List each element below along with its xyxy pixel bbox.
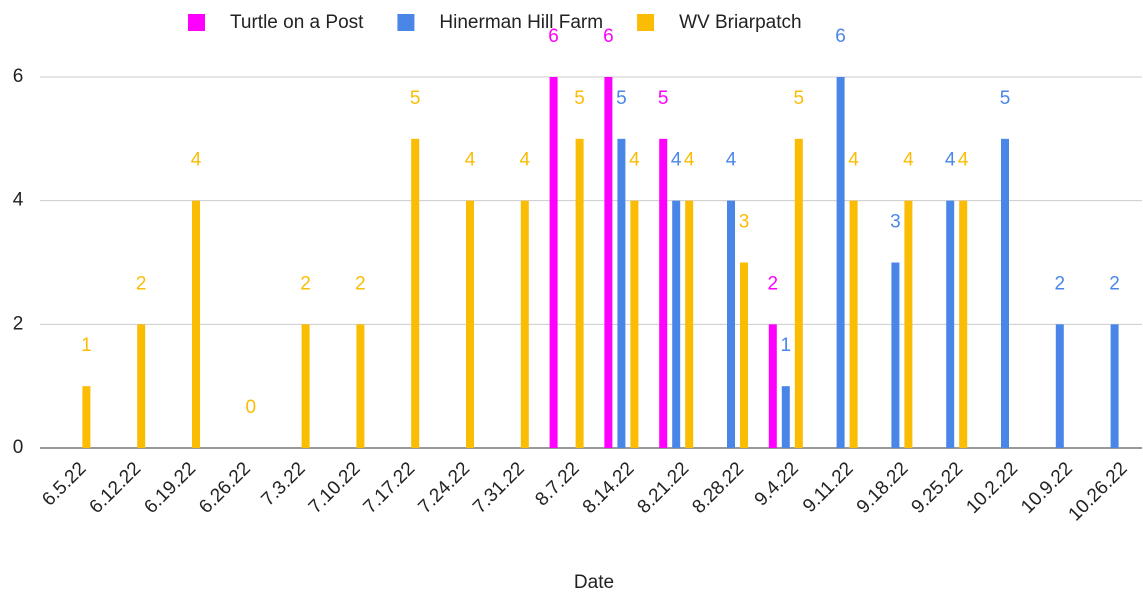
bar [1055, 324, 1064, 448]
data-label: 2 [300, 273, 311, 294]
data-label: 5 [658, 88, 669, 109]
bar [904, 200, 913, 448]
bar [946, 200, 955, 448]
bar [617, 138, 626, 449]
x-tick-label: 8.7.22 [531, 458, 583, 510]
bar [549, 77, 558, 448]
bar [1001, 138, 1009, 449]
x-tick-label: 6.26.22 [195, 458, 255, 518]
x-tick-label: 7.31.22 [469, 458, 529, 518]
data-label: 4 [465, 150, 476, 171]
legend-label: WV Briarpatch [679, 12, 801, 33]
data-label: 4 [191, 150, 202, 171]
x-tick-label: 10.26.22 [1065, 458, 1132, 525]
bar [849, 200, 858, 448]
data-label: 4 [684, 150, 695, 171]
x-tick-label: 7.10.22 [305, 458, 365, 518]
data-label: 5 [574, 88, 585, 109]
data-label: 6 [835, 26, 846, 47]
x-tick-label: 9.18.22 [853, 458, 913, 518]
data-label: 5 [410, 88, 421, 109]
data-label: 4 [629, 150, 640, 171]
data-label: 6 [603, 26, 614, 47]
x-tick-label: 7.3.22 [257, 458, 309, 510]
bar [727, 200, 735, 448]
bar [466, 200, 474, 448]
legend-swatch [637, 14, 655, 31]
bar [959, 200, 968, 448]
x-axis-title: Date [574, 572, 614, 593]
data-label: 4 [958, 150, 969, 171]
bar [685, 200, 694, 448]
data-label: 4 [848, 150, 859, 171]
bar [740, 262, 748, 448]
legend-label: Turtle on a Post [230, 12, 364, 33]
data-label: 2 [1109, 273, 1120, 294]
y-tick-label: 0 [13, 437, 24, 458]
x-tick-label: 8.28.22 [688, 458, 748, 518]
data-label: 4 [726, 150, 737, 171]
x-tick-label: 6.19.22 [140, 458, 200, 518]
data-label: 5 [616, 88, 627, 109]
x-tick-label: 6.5.22 [38, 458, 90, 510]
y-tick-label: 4 [13, 190, 24, 211]
data-label: 6 [548, 26, 559, 47]
legend-label: Hinerman Hill Farm [439, 12, 603, 33]
data-label: 2 [136, 273, 147, 294]
data-label: 1 [81, 335, 92, 356]
x-tick-label: 9.25.22 [908, 458, 968, 518]
bar [520, 200, 529, 448]
x-tick-label: 6.12.22 [86, 458, 146, 518]
data-label: 4 [520, 150, 531, 171]
data-label: 3 [739, 212, 750, 233]
bar [794, 138, 803, 449]
x-tick-label: 7.17.22 [360, 458, 420, 518]
legend-swatch [397, 14, 415, 31]
bar [630, 200, 639, 448]
bar [82, 386, 91, 448]
legend-swatch [188, 14, 205, 31]
bar [575, 138, 584, 449]
x-tick-label: 10.2.22 [962, 458, 1022, 518]
data-label: 2 [1055, 273, 1066, 294]
bar [768, 324, 777, 448]
bar [672, 200, 681, 448]
data-label: 4 [945, 150, 956, 171]
data-label: 4 [671, 150, 682, 171]
bar [411, 138, 420, 449]
x-tick-label: 7.24.22 [414, 458, 474, 518]
bar [659, 138, 668, 449]
x-tick-label: 8.14.22 [579, 458, 639, 518]
y-tick-label: 2 [13, 313, 24, 334]
data-label: 4 [903, 150, 914, 171]
x-tick-label: 8.21.22 [634, 458, 694, 518]
data-label: 5 [1000, 88, 1011, 109]
bar [301, 324, 310, 448]
data-label: 2 [355, 273, 366, 294]
bar [356, 324, 365, 448]
data-label: 1 [781, 335, 792, 356]
data-label: 3 [890, 212, 901, 233]
bar [891, 262, 900, 448]
x-tick-label: 9.4.22 [751, 458, 803, 510]
bar [604, 77, 613, 448]
bar [836, 77, 845, 448]
bar [781, 386, 790, 448]
bar [192, 200, 200, 448]
bar [1110, 324, 1119, 448]
y-tick-label: 6 [13, 66, 24, 87]
x-tick-label: 9.11.22 [799, 458, 858, 517]
data-label: 2 [768, 273, 779, 294]
bar [137, 324, 146, 448]
data-label: 5 [794, 88, 805, 109]
data-label: 0 [246, 397, 257, 418]
